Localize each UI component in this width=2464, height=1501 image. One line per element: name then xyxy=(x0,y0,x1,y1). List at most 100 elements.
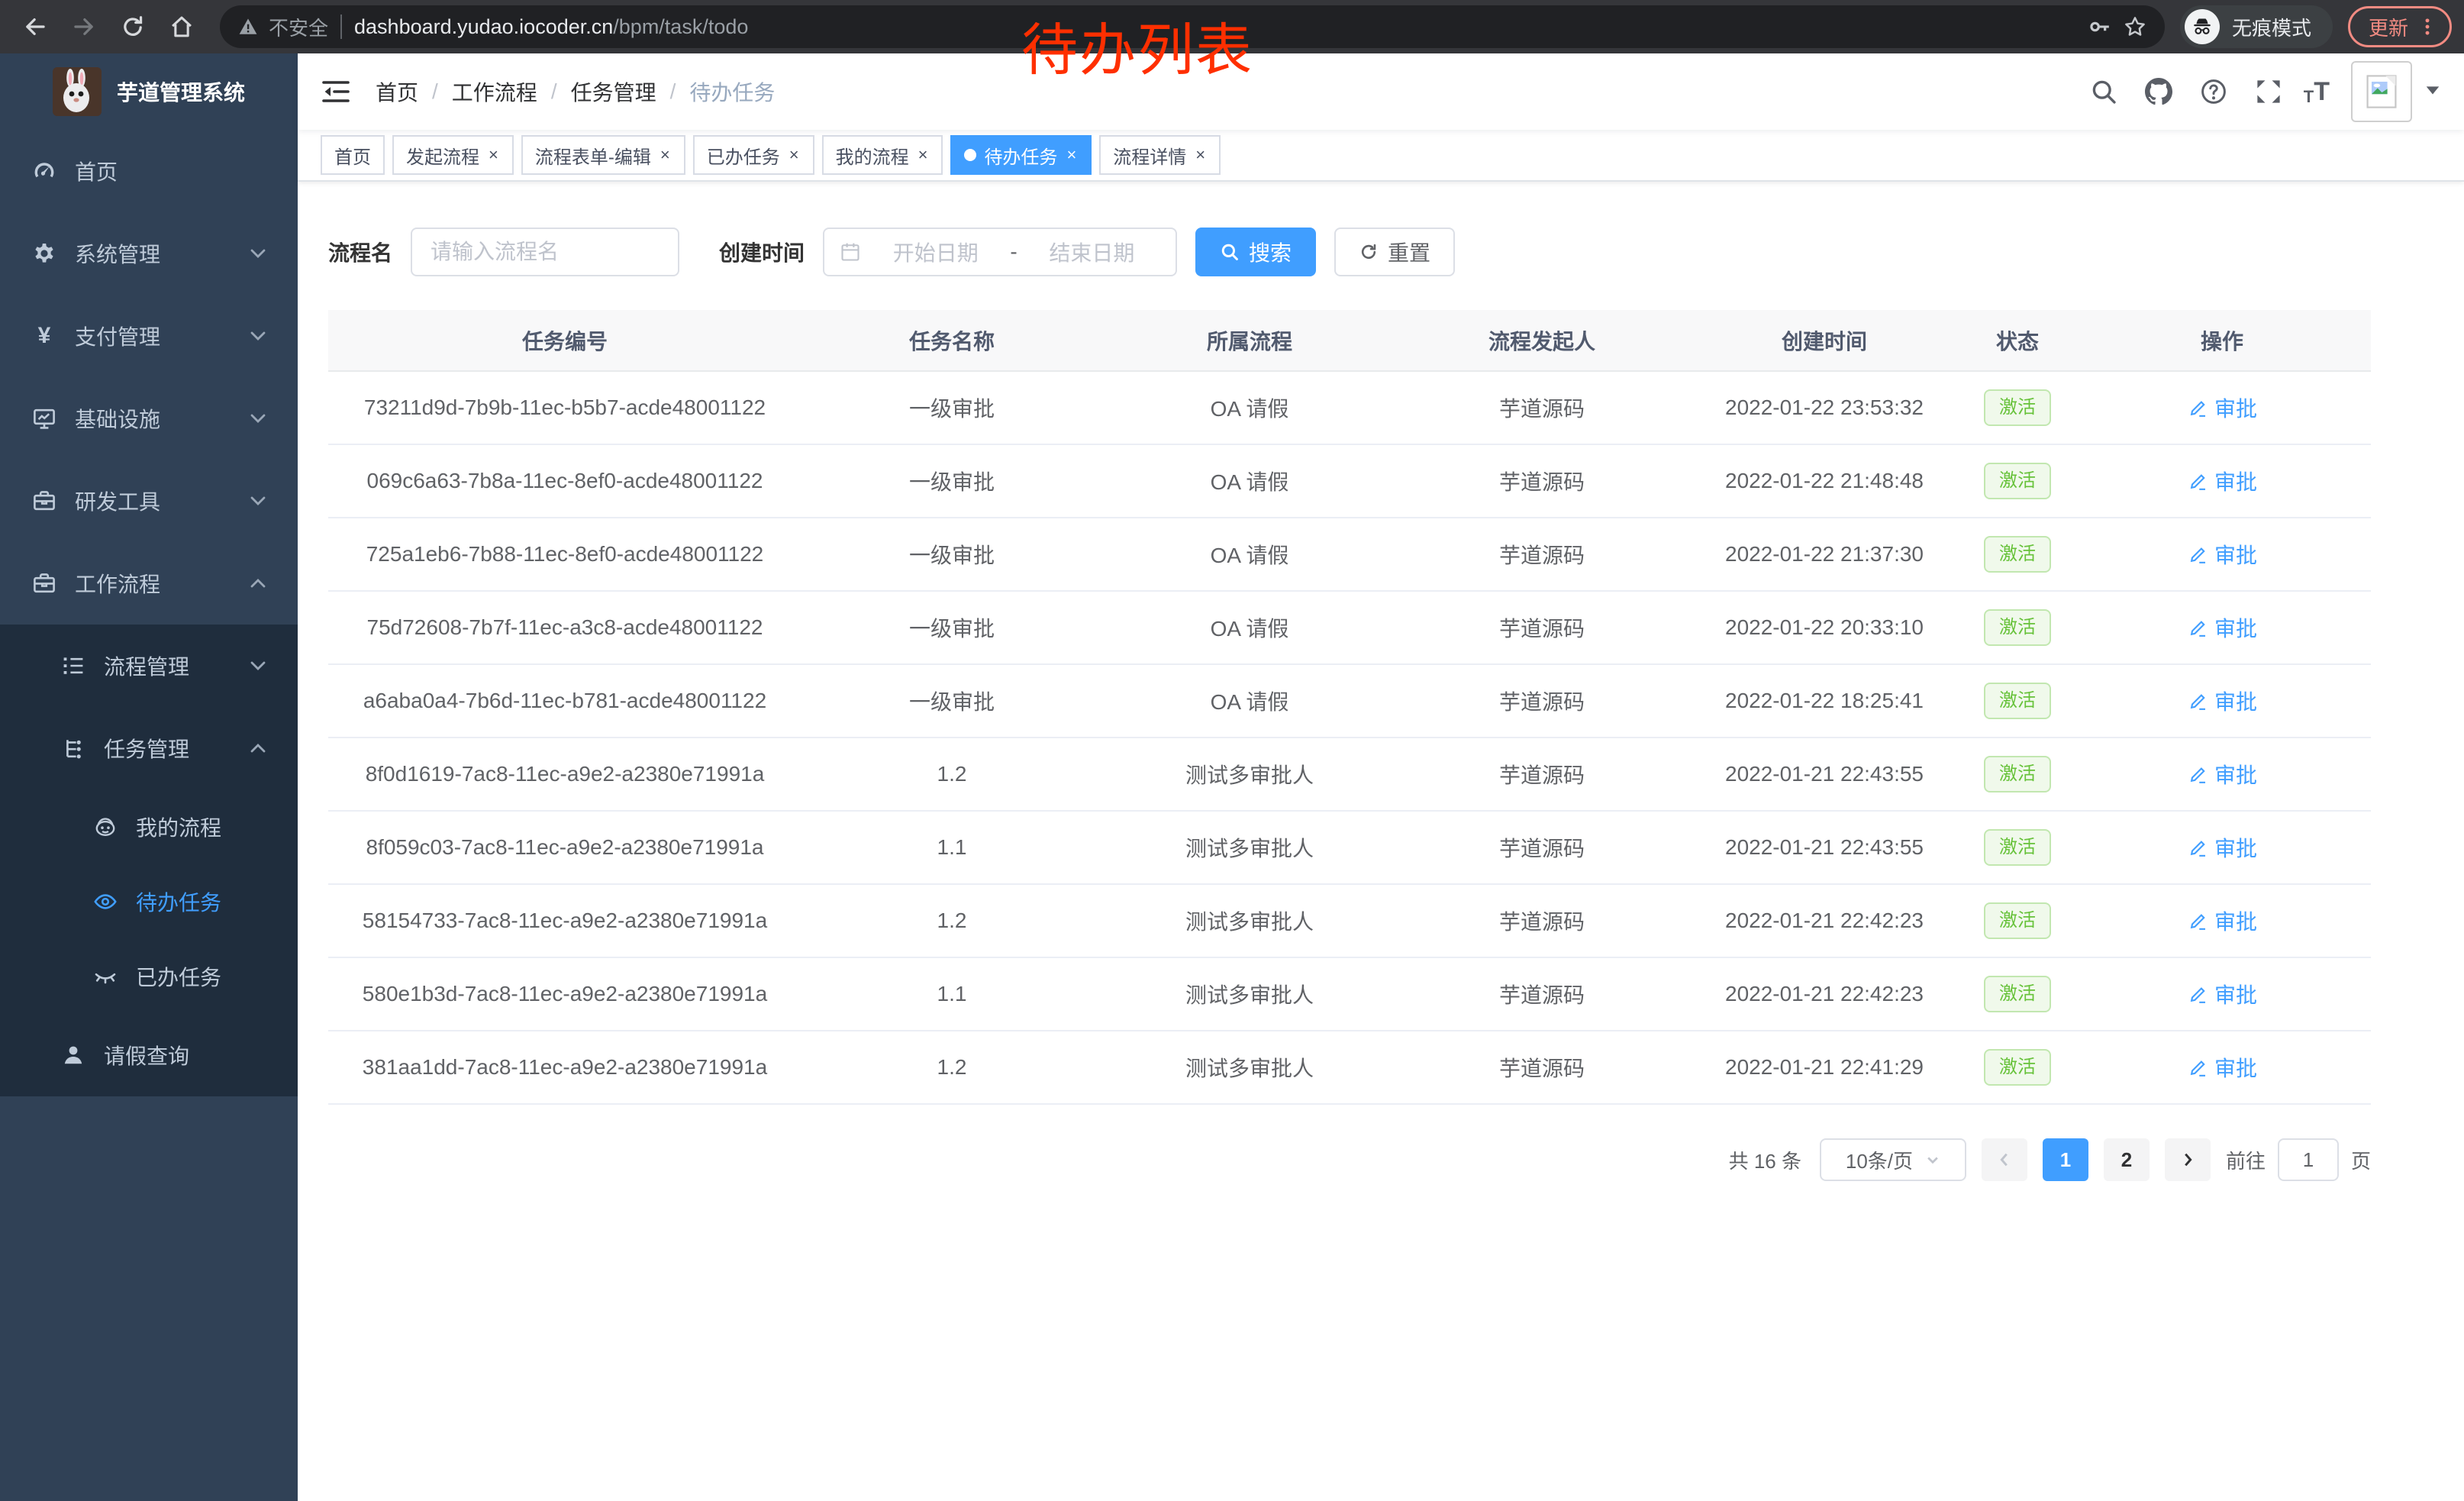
select-caret-icon xyxy=(1927,1157,1938,1164)
gear-icon xyxy=(32,241,56,266)
approve-link[interactable]: 审批 xyxy=(2187,1052,2257,1083)
close-icon[interactable]: × xyxy=(1195,145,1206,164)
close-icon[interactable]: × xyxy=(789,145,799,164)
bookmark-star-icon[interactable] xyxy=(2124,15,2146,38)
breadcrumb-item[interactable]: 首页 xyxy=(376,81,419,105)
cell-status: 激活 xyxy=(1962,884,2073,958)
cell-name: 1.2 xyxy=(801,1031,1102,1105)
tab-3[interactable]: 流程表单-编辑 × xyxy=(521,135,685,175)
cell-process: 测试多审批人 xyxy=(1102,811,1397,885)
approve-link[interactable]: 审批 xyxy=(2187,612,2257,643)
sidebar-fold-icon[interactable] xyxy=(321,76,351,107)
key-icon[interactable] xyxy=(2088,15,2111,38)
tab-label: 流程表单-编辑 xyxy=(534,147,651,168)
sidebar-item-2[interactable]: 系统管理 xyxy=(0,212,298,295)
edit-icon xyxy=(2187,910,2208,931)
goto-page-input[interactable] xyxy=(2277,1138,2339,1181)
column-header: 任务名称 xyxy=(801,310,1102,372)
page-button-2[interactable]: 2 xyxy=(2103,1138,2150,1181)
cell-process: OA 请假 xyxy=(1102,591,1397,665)
breadcrumb: 首页 / 工作流程 / 任务管理 / 待办任务 xyxy=(376,76,775,107)
forward-icon[interactable] xyxy=(61,4,107,50)
next-page-button[interactable] xyxy=(2164,1138,2211,1181)
approve-link[interactable]: 审批 xyxy=(2187,466,2257,496)
github-icon[interactable] xyxy=(2139,72,2179,111)
sidebar-item-8[interactable]: 任务管理 xyxy=(0,707,298,789)
sidebar-item-11[interactable]: 已办任务 xyxy=(0,939,298,1014)
sidebar-item-label: 系统管理 xyxy=(75,243,161,266)
close-icon[interactable]: × xyxy=(660,145,670,164)
sidebar-item-12[interactable]: 请假查询 xyxy=(0,1014,298,1096)
tab-1[interactable]: 首页 xyxy=(321,135,385,175)
tab-5[interactable]: 我的流程 × xyxy=(821,135,943,175)
tab-label: 流程详情 xyxy=(1113,147,1187,168)
approve-link[interactable]: 审批 xyxy=(2187,392,2257,423)
approve-link[interactable]: 审批 xyxy=(2187,759,2257,789)
sidebar-item-10[interactable]: 待办任务 xyxy=(0,864,298,939)
breadcrumb-separator: / xyxy=(669,79,676,103)
close-icon[interactable]: × xyxy=(489,145,498,164)
search-icon[interactable] xyxy=(2084,72,2124,111)
avatar[interactable] xyxy=(2351,61,2412,122)
avatar-caret-icon[interactable] xyxy=(2424,79,2441,104)
home-icon[interactable] xyxy=(159,4,205,50)
browser-menu-dots-icon[interactable] xyxy=(2417,17,2437,37)
status-badge: 激活 xyxy=(1984,463,2051,499)
table-row: 381aa1dd-7ac8-11ec-a9e2-a2380e71991a 1.2 测… xyxy=(328,1031,2371,1105)
page-button-1[interactable]: 1 xyxy=(2042,1138,2088,1181)
reset-button[interactable]: 重置 xyxy=(1334,228,1456,276)
cell-process: OA 请假 xyxy=(1102,444,1397,518)
help-icon[interactable] xyxy=(2194,72,2233,111)
page-size-select[interactable]: 10条/页 xyxy=(1819,1138,1966,1181)
approve-link[interactable]: 审批 xyxy=(2187,905,2257,936)
annotation-overlay: 待办列表 xyxy=(1021,18,1253,82)
cell-id: 8f059c03-7ac8-11ec-a9e2-a2380e71991a xyxy=(328,811,801,885)
update-chip[interactable]: 更新 xyxy=(2347,6,2452,47)
close-icon[interactable]: × xyxy=(918,145,928,164)
chevron-down-icon xyxy=(249,492,267,510)
breadcrumb-item[interactable]: 工作流程 xyxy=(451,81,537,105)
approve-link[interactable]: 审批 xyxy=(2187,832,2257,863)
sidebar-item-9[interactable]: 我的流程 xyxy=(0,789,298,864)
prev-page-button[interactable] xyxy=(1981,1138,2027,1181)
sidebar-item-4[interactable]: 基础设施 xyxy=(0,377,298,460)
sidebar-item-5[interactable]: 研发工具 xyxy=(0,460,298,542)
approve-link[interactable]: 审批 xyxy=(2187,539,2257,570)
cell-action: 审批 xyxy=(2073,591,2371,665)
pagination: 共 16 条 10条/页 12 前往 页 xyxy=(328,1138,2371,1181)
create-time-label: 创建时间 xyxy=(719,241,805,265)
approve-link[interactable]: 审批 xyxy=(2187,686,2257,716)
sidebar-item-3[interactable]: ¥ 支付管理 xyxy=(0,295,298,377)
eyeclosed-icon xyxy=(93,964,118,989)
breadcrumb-separator: / xyxy=(550,79,557,103)
reload-icon[interactable] xyxy=(110,4,156,50)
tab-2[interactable]: 发起流程 × xyxy=(392,135,514,175)
tab-6[interactable]: 待办任务 × xyxy=(950,135,1092,175)
sidebar-menu: 首页系统管理 ¥ 支付管理基础设施研发工具 工作流程 流程管理 任务管理 我的流程待办任务已… xyxy=(0,130,298,1501)
sidebar-item-7[interactable]: 流程管理 xyxy=(0,625,298,707)
toolbox-icon xyxy=(32,489,56,513)
date-range-picker[interactable]: 开始日期 - 结束日期 xyxy=(823,228,1178,276)
cell-starter: 芋道源码 xyxy=(1397,518,1687,592)
process-name-input[interactable] xyxy=(411,228,680,276)
back-icon[interactable] xyxy=(12,4,58,50)
table-row: 73211d9d-7b9b-11ec-b5b7-acde48001122 一级审批… xyxy=(328,371,2371,445)
sidebar-item-1[interactable]: 首页 xyxy=(0,130,298,212)
address-bar[interactable]: 不安全 dashboard.yudao.iocoder.cn/bpm/task/… xyxy=(220,5,2165,48)
user-icon xyxy=(61,1043,85,1067)
sidebar-item-label: 待办任务 xyxy=(136,891,222,915)
search-button[interactable]: 搜索 xyxy=(1195,228,1317,276)
close-icon[interactable]: × xyxy=(1066,145,1077,164)
tab-7[interactable]: 流程详情 × xyxy=(1099,135,1221,175)
sidebar-item-label: 基础设施 xyxy=(75,408,161,431)
breadcrumb-item[interactable]: 任务管理 xyxy=(570,81,656,105)
cell-id: 381aa1dd-7ac8-11ec-a9e2-a2380e71991a xyxy=(328,1031,801,1105)
tab-4[interactable]: 已办任务 × xyxy=(692,135,814,175)
security-warning-icon[interactable] xyxy=(238,17,258,37)
fullscreen-icon[interactable] xyxy=(2249,72,2288,111)
browser-toolbar: 不安全 dashboard.yudao.iocoder.cn/bpm/task/… xyxy=(0,0,2464,53)
cell-name: 1.1 xyxy=(801,957,1102,1031)
sidebar-item-6[interactable]: 工作流程 xyxy=(0,542,298,625)
approve-link[interactable]: 审批 xyxy=(2187,979,2257,1009)
